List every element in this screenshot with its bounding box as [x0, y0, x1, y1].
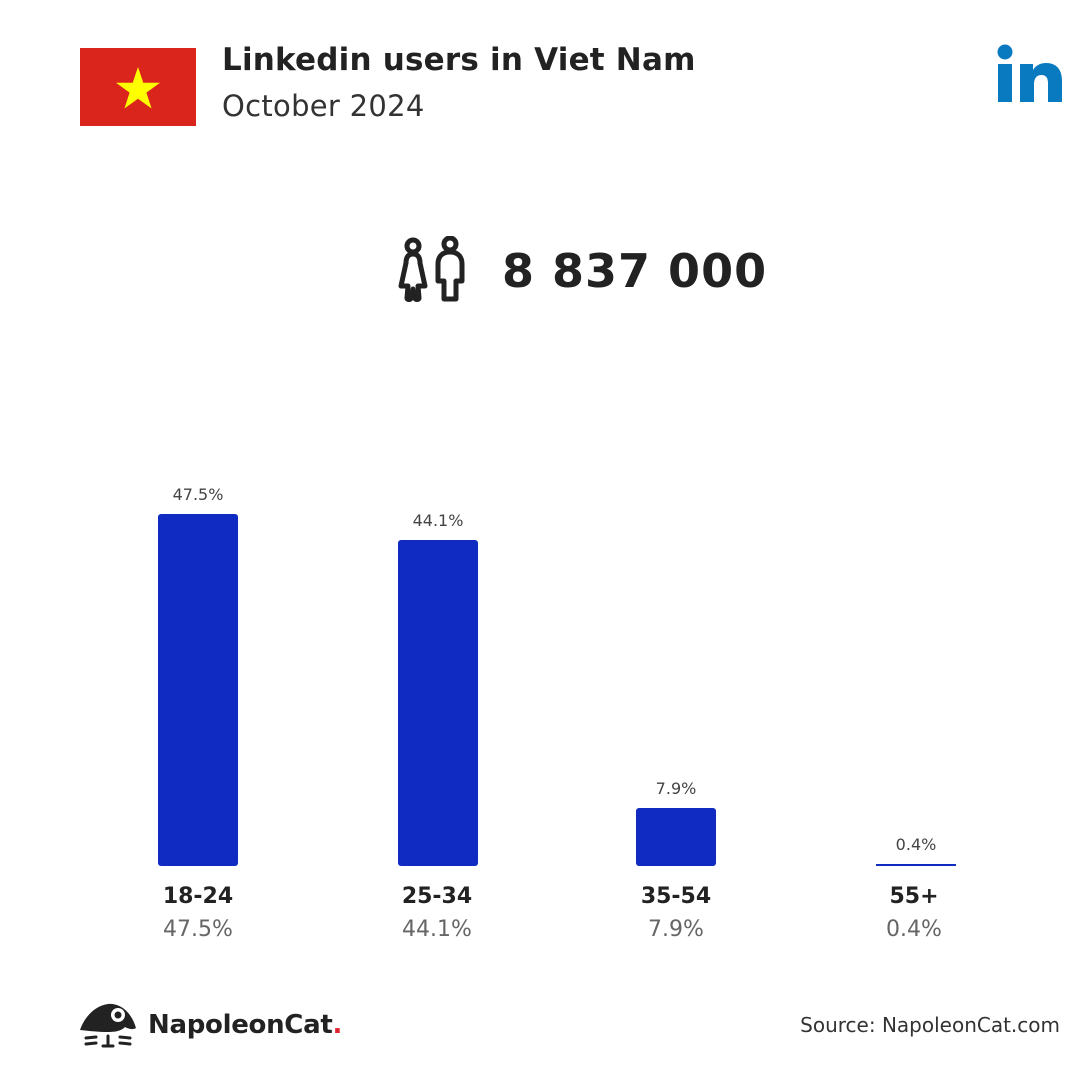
bar-55-plus: [876, 864, 956, 866]
page-title: Linkedin users in Viet Nam: [222, 42, 696, 78]
bar-25-34: [398, 540, 478, 866]
category-percent: 7.9%: [648, 917, 704, 942]
bar-group-35-54: 7.9%: [636, 0, 716, 1080]
napoleoncat-cat-icon: [80, 1003, 136, 1048]
category-label: 18-24: [162, 884, 234, 909]
category-label: 35-54: [640, 884, 712, 909]
star-icon: [116, 67, 160, 109]
category-label: 25-34: [401, 884, 473, 909]
bar-group-55-plus: 0.4%: [876, 0, 956, 1080]
bar-value-label: 47.5%: [172, 485, 224, 504]
source-text: Source: NapoleonCat.com: [800, 1013, 1060, 1037]
category-percent: 47.5%: [163, 917, 233, 942]
vietnam-flag: [80, 48, 196, 126]
total-users: 8 837 000: [398, 236, 767, 306]
linkedin-icon: [997, 44, 1062, 102]
total-users-value: 8 837 000: [502, 244, 768, 298]
bar-group-18-24: 47.5%: [158, 0, 238, 1080]
category-percent: 44.1%: [402, 917, 472, 942]
bar-value-label: 44.1%: [412, 511, 464, 530]
bar-group-25-34: 44.1%: [398, 0, 478, 1080]
napoleoncat-logo: NapoleonCat.: [78, 1000, 342, 1050]
bar-18-24: [158, 514, 238, 866]
category-label: 55+: [889, 884, 939, 909]
bar-value-label: 0.4%: [895, 835, 937, 854]
bar-35-54: [636, 808, 716, 866]
category-percent: 0.4%: [886, 917, 942, 942]
bar-value-label: 7.9%: [655, 779, 697, 798]
brand-name: NapoleonCat.: [148, 1010, 343, 1040]
page-subtitle: October 2024: [222, 89, 425, 123]
users-icon: [398, 236, 465, 302]
